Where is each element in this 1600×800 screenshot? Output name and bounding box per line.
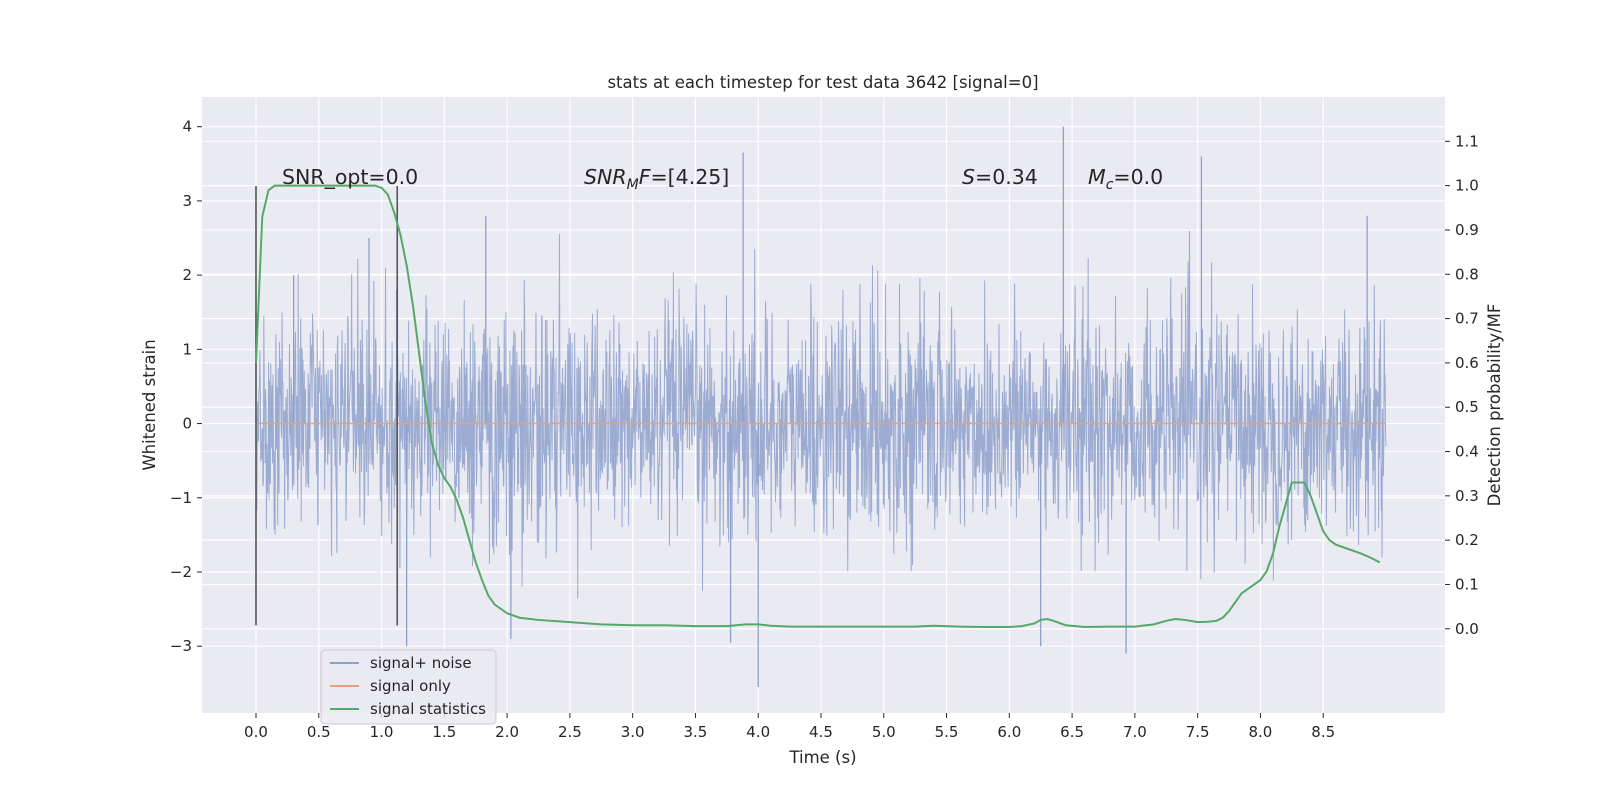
y2-tick-label: 0.1 [1455,575,1479,593]
y-tick-label: 4 [182,118,192,136]
annotation-snr-mf-sub: M [627,177,639,193]
x-tick-label: 7.5 [1186,723,1210,741]
x-tick-label: 2.5 [558,723,582,741]
x-tick-label: 3.5 [684,723,708,741]
x-tick-label: 1.5 [432,723,456,741]
y2-tick-label: 0.3 [1455,487,1479,505]
x-tick-label: 1.0 [370,723,394,741]
x-tick-label: 6.0 [997,723,1021,741]
statistics-line [254,184,1381,629]
y2-tick-label: 0.4 [1455,443,1479,461]
y2-tick-label: 1.1 [1455,132,1479,150]
y-tick-label: −1 [170,489,192,507]
x-tick-label: 0.5 [307,723,331,741]
annotation-mc-sub: c [1106,177,1114,193]
x-tick-label: 2.0 [495,723,519,741]
y-tick-label: 2 [182,266,192,284]
legend-label-signal: signal only [370,677,451,695]
y2-tick-label: 0.2 [1455,531,1479,549]
x-ticks: 0.0 0.5 1.0 1.5 2.0 2.5 3.0 3.5 4.0 4.5 5.0 5.5 6.0 6… [244,713,1335,741]
x-tick-label: 8.0 [1249,723,1273,741]
x-tick-label: 3.0 [621,723,645,741]
x-axis-label: Time (s) [788,748,856,767]
x-tick-label: 0.0 [244,723,268,741]
y-tick-label: 3 [182,192,192,210]
x-tick-label: 8.5 [1311,723,1335,741]
annotation-snr-mf-mid: F [639,165,652,189]
legend-label-stats: signal statistics [370,700,486,718]
noise-trace [255,230,1387,599]
legend-label-noise: signal+ noise [370,654,472,672]
y-ticks: 4 3 2 1 0 −1 −2 −3 [170,118,202,655]
y-tick-label: −3 [170,637,192,655]
legend: signal+ noise signal only signal statist… [320,649,497,725]
y-tick-label: 0 [182,415,192,433]
y-axis-label: Whitened strain [140,339,159,470]
annotation-mc: Mc=0.0 [1088,165,1163,193]
annotation-s-symbol: S [962,165,975,189]
y2-tick-label: 0.5 [1455,398,1479,416]
annotation-mc-symbol: M [1088,165,1106,189]
vertical-markers [255,186,399,626]
y2-tick-label: 0.0 [1455,620,1479,638]
y2-tick-label: 1.0 [1455,177,1479,195]
y2-tick-label: 0.9 [1455,221,1479,239]
legend-box [320,649,497,725]
annotation-snr-mf-value: =[4.25] [650,165,729,189]
chart-title: stats at each timestep for test data 364… [607,73,1038,92]
series-signal-noise [255,126,1387,688]
x-tick-label: 4.5 [809,723,833,741]
y2-tick-label: 0.6 [1455,354,1479,372]
x-tick-label: 4.0 [746,723,770,741]
y2-axis-label: Detection probability/MF [1485,304,1504,507]
series-signal-statistics [254,184,1381,629]
annotation-s: S=0.34 [962,165,1038,189]
annotation-snr-opt: SNR_opt=0.0 [282,165,418,190]
x-tick-label: 5.0 [872,723,896,741]
annotation-mc-value: =0.0 [1113,165,1163,189]
x-tick-label: 5.5 [935,723,959,741]
x-tick-label: 7.0 [1123,723,1147,741]
x-tick-label: 6.5 [1060,723,1084,741]
annotation-s-value: =0.34 [975,165,1038,189]
annotation-snr-mf: SNRMF=[4.25] [584,165,729,193]
y-tick-label: 1 [182,340,192,358]
y2-tick-label: 0.8 [1455,265,1479,283]
y2-ticks: 1.1 1.0 0.9 0.8 0.7 0.6 0.5 0.4 0.3 0.2 0.1 0.0 [1445,132,1479,638]
annotation-snr-mf-prefix: SNR [584,165,627,189]
y2-tick-label: 0.7 [1455,310,1479,328]
y-tick-label: −2 [170,563,192,581]
